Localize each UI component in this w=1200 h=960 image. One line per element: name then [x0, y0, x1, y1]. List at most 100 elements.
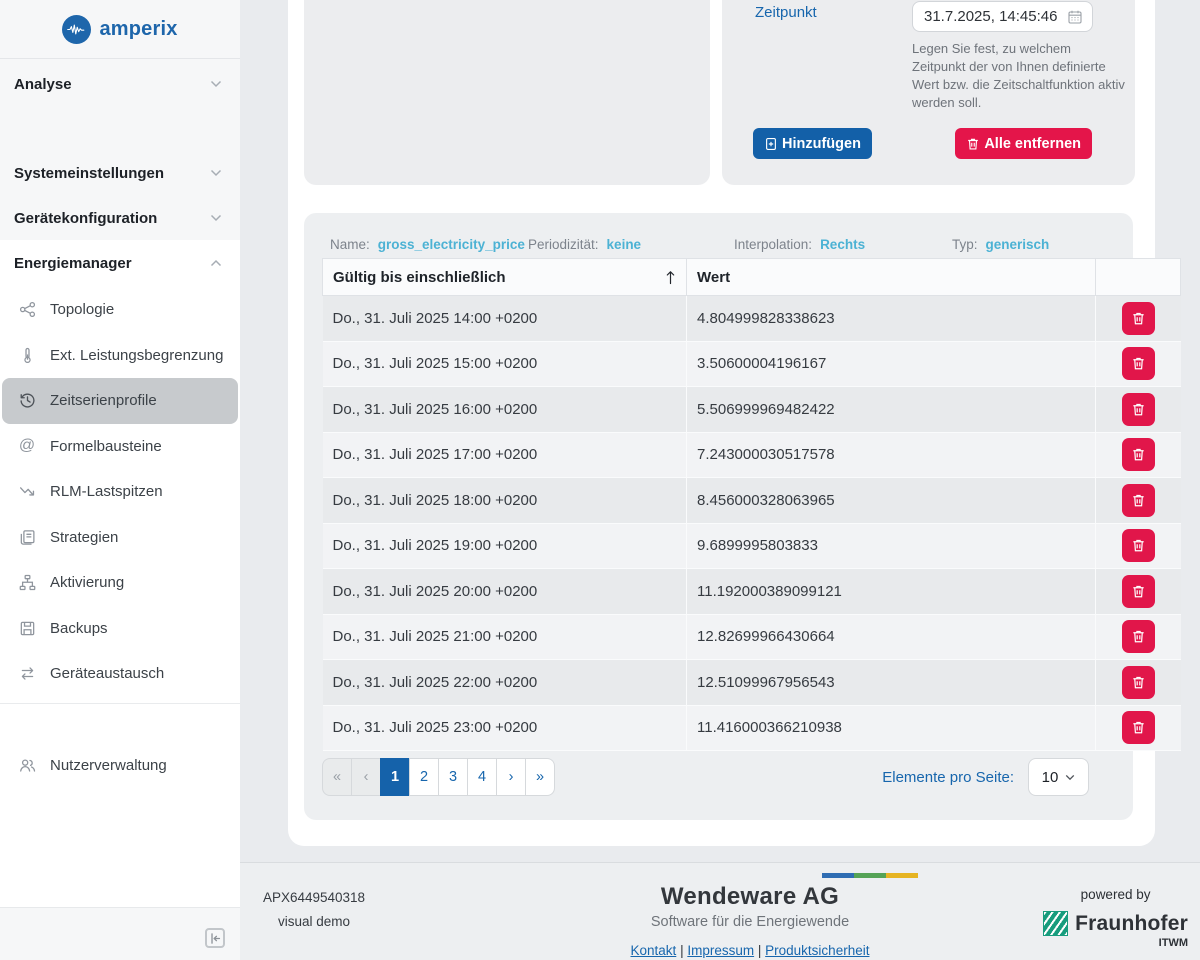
zeitpunkt-help-text: Legen Sie fest, zu welchem Zeitpunkt der…: [912, 41, 1125, 110]
sidebar-item-label: Aktivierung: [50, 574, 125, 592]
valid-until-cell: Do., 31. Juli 2025 22:00 +0200: [322, 659, 687, 706]
section-label: Systemeinstellungen: [14, 164, 165, 182]
actions-cell: [1095, 386, 1181, 433]
powered-by-block: powered by Fraunhofer ITWM: [1043, 887, 1188, 949]
wert-cell: 11.192000389099121: [686, 568, 1096, 615]
per-page-select[interactable]: 10: [1028, 758, 1089, 796]
actions-cell: [1095, 477, 1181, 524]
actions-cell: [1095, 295, 1181, 342]
per-page-value: 10: [1041, 768, 1059, 786]
zeitpunkt-panel: Zeitpunkt Legen Sie fest, zu welchem Zei…: [722, 0, 1135, 185]
column-header-valid-until[interactable]: Gültig bis einschließlich: [322, 258, 687, 296]
delete-row-button[interactable]: [1121, 438, 1155, 472]
sidebar-item-aktivierung[interactable]: Aktivierung: [2, 560, 238, 606]
page-button-2[interactable]: 2: [409, 758, 439, 796]
trash-icon: [1131, 629, 1146, 644]
zeitpunkt-label: Zeitpunkt: [755, 4, 817, 21]
powered-by-label: powered by: [1080, 887, 1151, 902]
datetime-input[interactable]: [924, 8, 1062, 25]
file-plus-icon: [764, 137, 778, 151]
chevron-down-icon: [210, 214, 222, 222]
meta-period-value: keine: [606, 237, 642, 252]
page-button-1[interactable]: 1: [380, 758, 410, 796]
delete-row-button[interactable]: [1121, 483, 1155, 517]
sidebar-item-nutzerverwaltung[interactable]: Nutzerverwaltung: [2, 743, 238, 789]
wert-cell: 5.506999969482422: [686, 386, 1096, 433]
sidebar-section-analyse[interactable]: Analyse: [0, 70, 240, 98]
column-header-label: Wert: [697, 268, 731, 286]
sidebar-item-label: Backups: [50, 619, 108, 637]
topology-icon: [18, 301, 36, 318]
pagination-group: «‹ 1 2 3 4 ›»: [322, 758, 555, 796]
delete-row-button[interactable]: [1121, 620, 1155, 654]
sidebar-collapse-button[interactable]: [205, 928, 225, 948]
sidebar-item-label: Zeitserienprofile: [50, 392, 157, 410]
table-row: Do., 31. Juli 2025 17:00 +0200 7.24300003…: [322, 432, 1181, 478]
delete-row-button[interactable]: [1121, 665, 1155, 699]
delete-row-button[interactable]: [1121, 347, 1155, 381]
user-item-wrap: Nutzerverwaltung: [0, 743, 240, 789]
profile-meta-row: Name: gross_electricity_price Periodizit…: [304, 237, 1133, 255]
page-button-first[interactable]: «: [322, 758, 352, 796]
page-button-prev[interactable]: ‹: [351, 758, 381, 796]
page-button-last[interactable]: »: [525, 758, 555, 796]
delete-row-button[interactable]: [1121, 574, 1155, 608]
sidebar-item-label: Formelbausteine: [50, 437, 162, 455]
link-impressum[interactable]: Impressum: [687, 943, 755, 958]
actions-cell: [1095, 568, 1181, 615]
fraunhofer-name: Fraunhofer: [1075, 911, 1188, 935]
sidebar-item-label: Nutzerverwaltung: [50, 757, 167, 775]
remove-all-button[interactable]: Alle entfernen: [955, 128, 1092, 159]
sidebar-section-geraetekonfiguration[interactable]: Gerätekonfiguration: [0, 204, 240, 232]
page-button-3[interactable]: 3: [438, 758, 468, 796]
sidebar-item-zeitserienprofile[interactable]: Zeitserienprofile: [2, 378, 238, 424]
link-kontakt[interactable]: Kontakt: [630, 943, 677, 958]
wendeware-color-bar: [822, 873, 918, 878]
sidebar-item-geräteaustausch[interactable]: Geräteaustausch: [2, 651, 238, 697]
link-produktsicherheit[interactable]: Produktsicherheit: [765, 943, 870, 958]
valid-until-cell: Do., 31. Juli 2025 19:00 +0200: [322, 523, 687, 569]
valid-until-cell: Do., 31. Juli 2025 14:00 +0200: [322, 295, 687, 342]
sidebar-section-energiemanager[interactable]: Energiemanager: [0, 249, 240, 277]
delete-row-button[interactable]: [1121, 529, 1155, 563]
timeseries-card: Name: gross_electricity_price Periodizit…: [304, 213, 1181, 820]
app-logo[interactable]: amperix: [0, 0, 240, 59]
wert-cell: 7.243000030517578: [686, 432, 1096, 478]
column-header-wert[interactable]: Wert: [686, 258, 1096, 296]
sidebar-item-backups[interactable]: Backups: [2, 606, 238, 652]
sort-ascending-icon[interactable]: [665, 270, 676, 285]
table-row: Do., 31. Juli 2025 19:00 +0200 9.68999958…: [322, 523, 1181, 569]
sidebar-item-ext-leistungsbegrenzung[interactable]: Ext. Leistungsbegrenzung: [2, 333, 238, 379]
wert-cell: 11.416000366210938: [686, 705, 1096, 751]
tree-diagram-icon: [18, 574, 36, 591]
calendar-icon[interactable]: [1067, 9, 1083, 25]
sidebar-item-rlm-lastspitzen[interactable]: RLM-Lastspitzen: [2, 469, 238, 515]
per-page-control: Elemente pro Seite: 10: [882, 758, 1089, 796]
page-button-next[interactable]: ›: [496, 758, 526, 796]
company-tagline: Software für die Energiewende: [650, 914, 850, 930]
chevron-down-icon: [210, 169, 222, 177]
sidebar-item-formelbausteine[interactable]: @ Formelbausteine: [2, 424, 238, 470]
clock-history-icon: [18, 392, 36, 409]
wert-cell: 8.456000328063965: [686, 477, 1096, 524]
sidebar-item-strategien[interactable]: Strategien: [2, 515, 238, 561]
timeseries-table: Gültig bis einschließlich Wert Do., 31. …: [322, 258, 1181, 751]
table-row: Do., 31. Juli 2025 22:00 +0200 12.5109996…: [322, 659, 1181, 706]
fraunhofer-logo: Fraunhofer: [1043, 911, 1188, 936]
add-button[interactable]: Hinzufügen: [753, 128, 872, 159]
column-header-actions: [1095, 258, 1181, 296]
table-row: Do., 31. Juli 2025 20:00 +0200 11.1920003…: [322, 568, 1181, 615]
delete-row-button[interactable]: [1121, 711, 1155, 745]
sidebar-item-topologie[interactable]: Topologie: [2, 287, 238, 333]
meta-name-value: gross_electricity_price: [377, 237, 525, 252]
left-panel: [304, 0, 710, 185]
sidebar-section-systemeinstellungen[interactable]: Systemeinstellungen: [0, 159, 240, 187]
documents-icon: [18, 529, 36, 546]
chevron-down-icon: [1065, 774, 1075, 781]
delete-row-button[interactable]: [1121, 301, 1155, 335]
page-button-4[interactable]: 4: [467, 758, 497, 796]
actions-cell: [1095, 432, 1181, 478]
meta-interpolation-value: Rechts: [820, 237, 866, 252]
per-page-label: Elemente pro Seite:: [882, 768, 1014, 786]
delete-row-button[interactable]: [1121, 392, 1155, 426]
